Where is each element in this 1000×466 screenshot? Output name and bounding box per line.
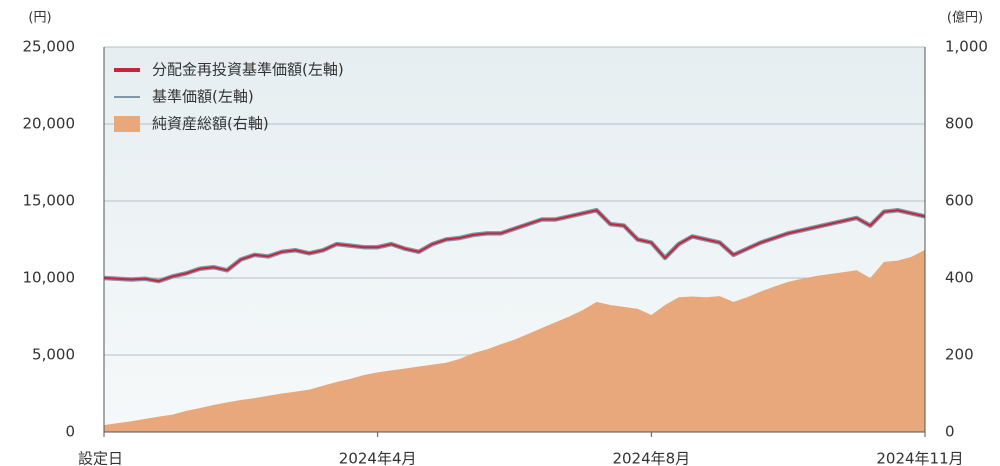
x-tick-label: 2024年4月	[339, 450, 417, 466]
legend-label: 純資産総額(右軸)	[152, 115, 269, 133]
y2-tick-label: 1,000	[945, 38, 988, 56]
y-tick-label: 10,000	[23, 269, 76, 287]
y-tick-label: 5,000	[32, 346, 75, 364]
x-tick-label: 2024年8月	[612, 450, 690, 466]
area	[104, 249, 925, 432]
line	[103, 209, 926, 283]
y2-tick-label: 200	[945, 346, 974, 364]
y-tick-label: 25,000	[23, 38, 76, 56]
y2-tick-label: 0	[945, 423, 955, 441]
y2-unit-label: (億円)	[947, 10, 983, 26]
y-tick-label: 0	[65, 423, 75, 441]
y2-tick-label: 600	[945, 192, 974, 210]
y2-tick-label: 400	[945, 269, 974, 287]
y-tick-label: 15,000	[23, 192, 76, 210]
y-unit-label: (円)	[28, 11, 51, 26]
legend-swatch	[114, 116, 140, 132]
legend-label: 分配金再投資基準価額(左軸)	[152, 61, 344, 79]
y-tick-label: 20,000	[23, 115, 76, 133]
legend-label: 基準価額(左軸)	[152, 88, 254, 106]
y2-tick-label: 800	[945, 115, 974, 133]
x-tick-label: 2024年11月	[876, 450, 963, 466]
x-tick-label: 設定日	[78, 450, 123, 466]
